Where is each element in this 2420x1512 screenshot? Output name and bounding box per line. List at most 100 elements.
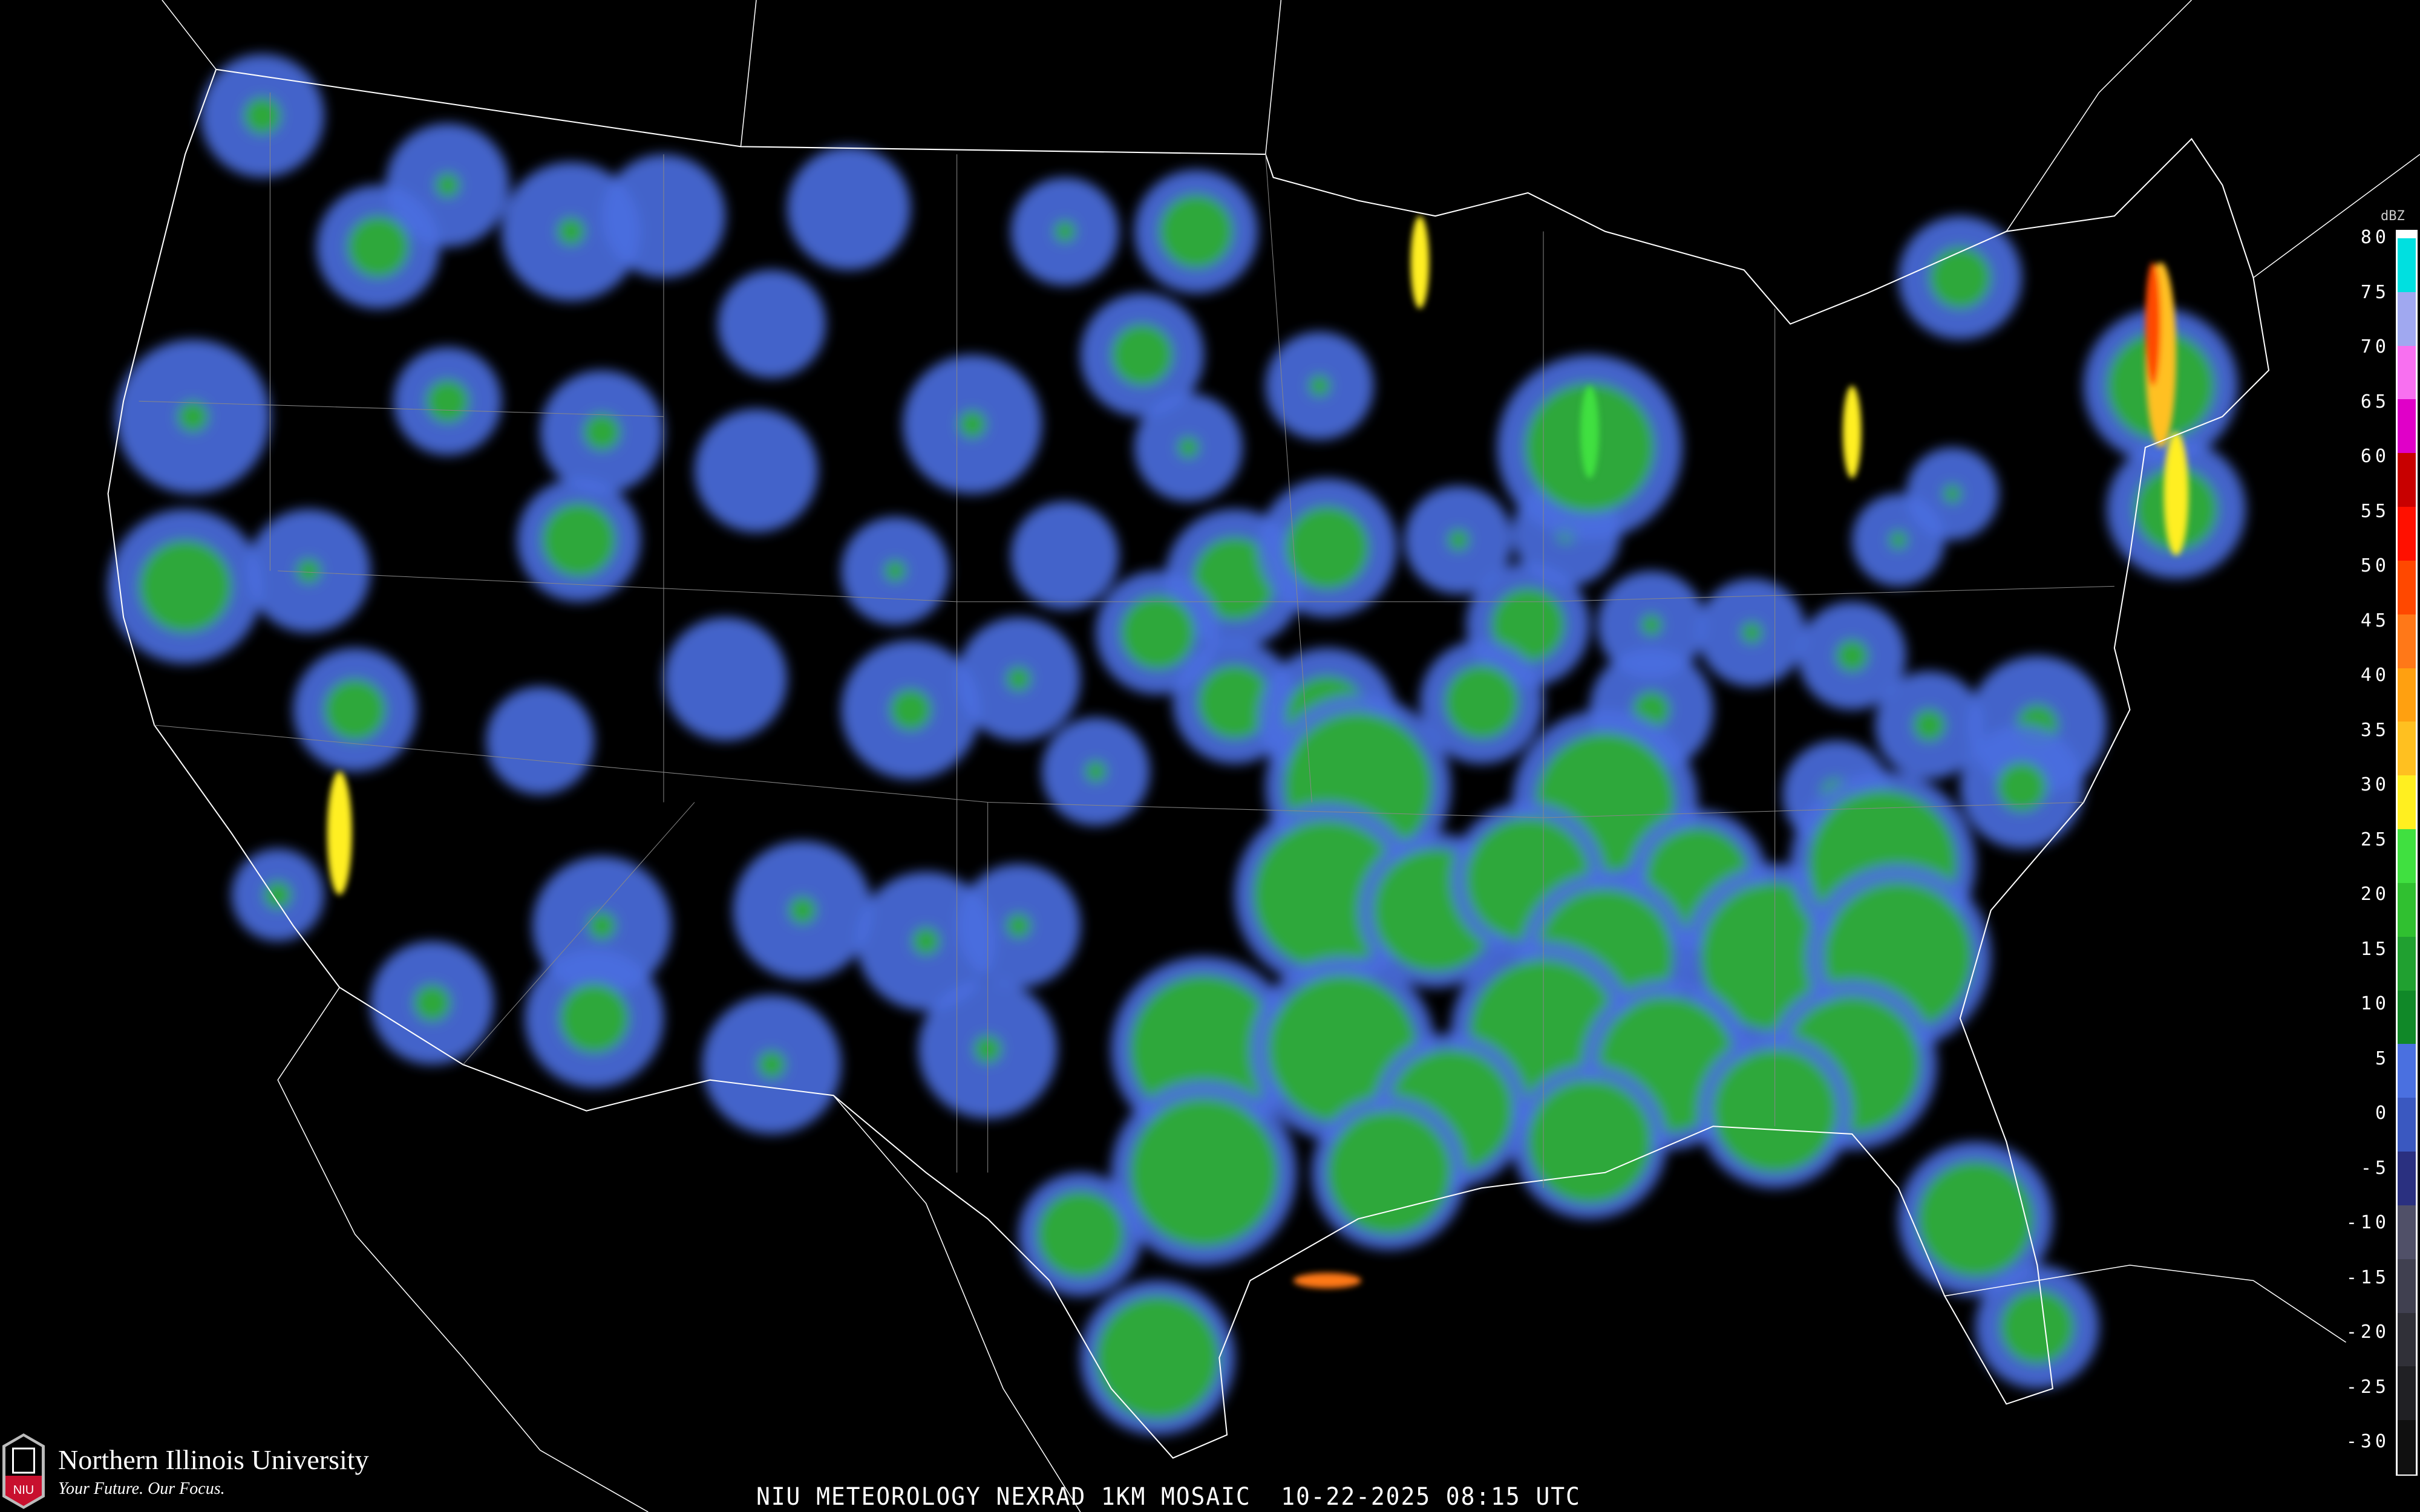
legend-unit: dBZ: [2381, 209, 2405, 224]
mosaic-title: NIU METEOROLOGY NEXRAD 1KM MOSAIC 10-22-…: [756, 1483, 1581, 1511]
radar-echo-moderate: [1741, 622, 1763, 644]
radar-echo-moderate: [557, 217, 585, 246]
storm-cores: [327, 216, 2189, 1289]
legend-tick-label: 50: [2360, 555, 2390, 576]
radar-echo-moderate: [264, 881, 292, 909]
radar-echo-moderate: [1997, 762, 2047, 812]
radar-echo-moderate: [559, 983, 629, 1054]
legend-tick-label: 40: [2360, 665, 2390, 686]
legend-tick-label: 75: [2360, 281, 2390, 303]
legend-tick-label: 55: [2360, 500, 2390, 522]
radar-echo-light: [486, 686, 595, 795]
radar-echo-moderate: [1491, 587, 1565, 662]
legend-tick-label: 25: [2360, 829, 2390, 850]
legend-swatch: [2398, 345, 2416, 400]
storm-core: [1580, 385, 1599, 478]
radar-echo-moderate: [324, 679, 386, 741]
legend-tick-label: 15: [2360, 938, 2390, 960]
radar-echo-moderate: [1836, 639, 1869, 672]
radar-echo-moderate: [347, 216, 410, 278]
legend-swatch: [2398, 507, 2416, 561]
radar-echo-moderate: [1912, 709, 1946, 741]
radar-echo-moderate: [413, 984, 451, 1022]
radar-echo-moderate: [2000, 1289, 2075, 1364]
legend-tick-label: -25: [2346, 1376, 2390, 1398]
legend-tick-label: 5: [2375, 1048, 2390, 1069]
legend-swatch: [2398, 1098, 2416, 1153]
us-boundary: [107, 68, 2270, 1459]
neighbor-boundaries: [162, 0, 2420, 1512]
radar-echo-moderate: [1130, 975, 1278, 1124]
storm-core: [1410, 216, 1430, 309]
legend-tick-label: 0: [2375, 1103, 2390, 1124]
legend-tick-label: 70: [2360, 336, 2390, 357]
legend-swatch: [2398, 1205, 2416, 1260]
radar-echo-moderate: [1917, 1161, 2033, 1277]
legend-tick-label: 20: [2360, 884, 2390, 905]
legend-swatch: [2398, 775, 2416, 830]
radar-echo-moderate: [1006, 913, 1032, 939]
storm-core: [1293, 1272, 1361, 1289]
legend-tick-label: 30: [2360, 774, 2390, 795]
legend-swatch: [2398, 829, 2416, 884]
radar-echo-moderate: [1528, 1080, 1652, 1204]
legend-swatch: [2398, 668, 2416, 723]
legend-swatch: [2398, 399, 2416, 454]
radar-echo-moderate: [244, 97, 281, 134]
radar-echo-moderate: [884, 560, 906, 582]
radar-echo-moderate: [1054, 220, 1076, 243]
radar-echoes: [108, 54, 2246, 1435]
niu-logo: NIU Northern Illinois University Your Fu…: [2, 1433, 369, 1509]
radar-echo-moderate: [1286, 506, 1369, 590]
radar-echo-moderate: [1037, 1191, 1124, 1278]
radar-echo-moderate: [1929, 247, 1991, 309]
legend-tick-label: -5: [2360, 1157, 2390, 1179]
legend-tick-label: 45: [2360, 610, 2390, 631]
university-name: Northern Illinois University: [58, 1444, 369, 1475]
radar-echo-moderate: [1943, 484, 1962, 503]
legend-swatch: [2398, 1152, 2416, 1206]
dbz-color-scale: [2396, 230, 2418, 1476]
legend-tick-label: 65: [2360, 391, 2390, 412]
radar-echo-moderate: [1327, 1110, 1451, 1234]
radar-echo-moderate: [587, 911, 616, 940]
radar-echo-light: [718, 270, 826, 378]
radar-echo-light: [1010, 501, 1119, 610]
radar-echo-moderate: [1120, 595, 1195, 670]
legend-swatch: [2398, 560, 2416, 615]
radar-echo-moderate: [177, 401, 209, 432]
radar-echo-moderate: [1640, 614, 1663, 636]
legend-tick-label: 35: [2360, 719, 2390, 741]
legend-swatch: [2398, 882, 2416, 937]
radar-echo-moderate: [1889, 530, 1908, 550]
storm-core: [327, 771, 352, 895]
radar-echo-moderate: [1309, 374, 1330, 397]
radar-echo-moderate: [139, 539, 232, 633]
legend-swatch: [2398, 614, 2416, 669]
storm-core: [2163, 432, 2189, 556]
radar-echo-moderate: [1111, 324, 1173, 386]
legend-tick-label: -20: [2346, 1321, 2390, 1343]
legend-swatch: [2398, 453, 2416, 508]
legend-tick-label: -15: [2346, 1266, 2390, 1288]
svg-text:NIU: NIU: [13, 1484, 34, 1497]
radar-echo-light: [787, 146, 911, 270]
radar-echo-moderate: [426, 379, 469, 423]
legend-swatch: [2398, 238, 2416, 293]
radar-echo-moderate: [1447, 529, 1470, 551]
legend-swatch: [2398, 1312, 2416, 1367]
radar-echo-moderate: [435, 172, 460, 198]
legend-tick-label: 10: [2360, 993, 2390, 1014]
radar-echo-moderate: [296, 558, 321, 584]
radar-echo-moderate: [541, 503, 616, 578]
radar-echo-moderate: [1192, 536, 1277, 621]
state-boundaries: [139, 93, 2114, 1188]
legend-tick-label: 60: [2360, 446, 2390, 467]
radar-echo-light: [663, 617, 788, 741]
legend-swatch: [2398, 1420, 2416, 1475]
radar-echo-moderate: [788, 896, 817, 925]
radar-echo-moderate: [757, 1051, 786, 1079]
radar-echo-moderate: [889, 689, 932, 731]
radar-echo-moderate: [958, 410, 987, 438]
radar-echo-moderate: [1159, 194, 1234, 269]
